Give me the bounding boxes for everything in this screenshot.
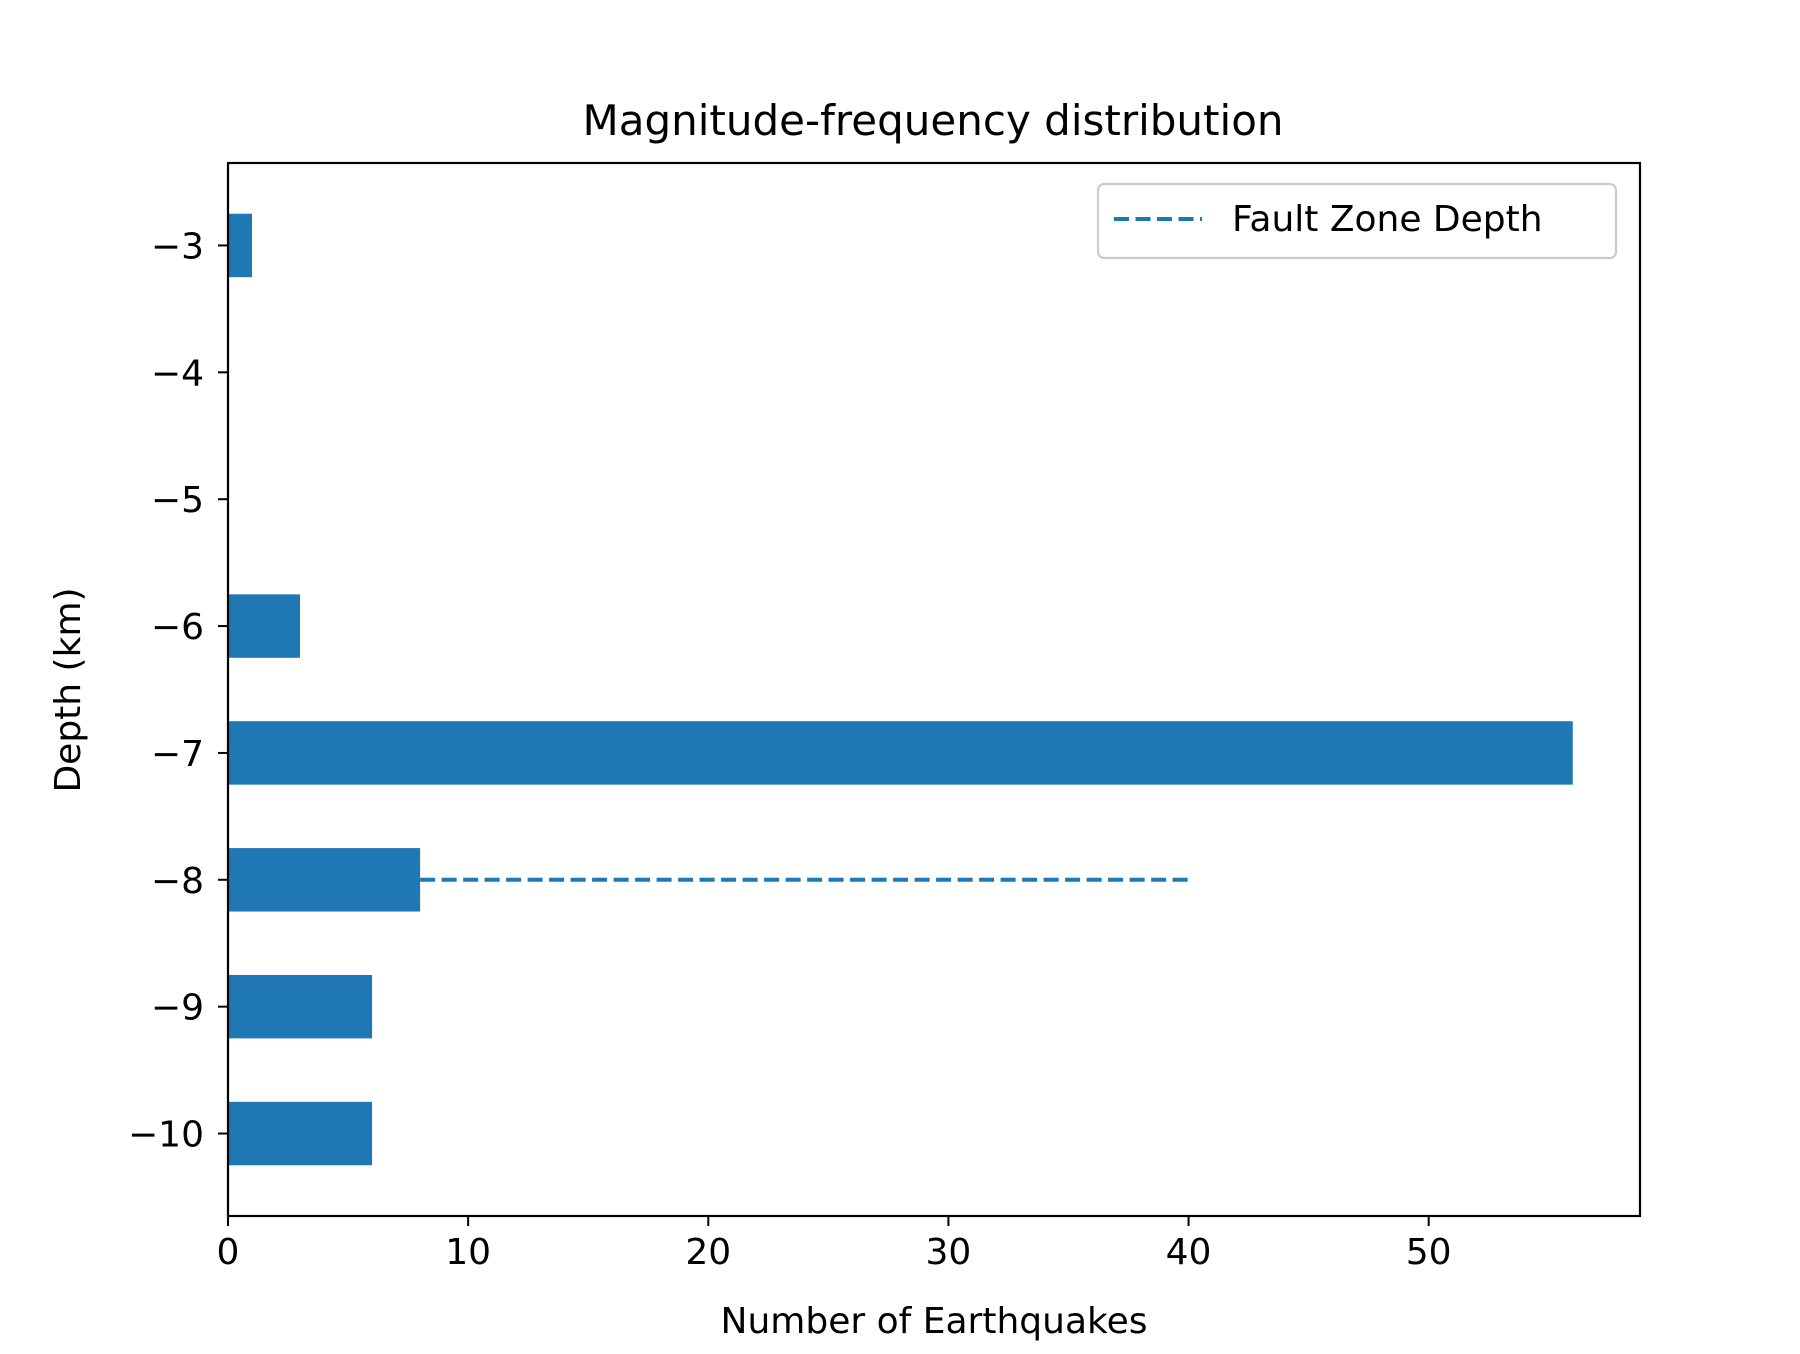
y-tick-label: −3 [151, 226, 204, 267]
x-tick-label: 20 [685, 1232, 731, 1273]
plot-area-frame [226, 161, 1642, 1218]
y-axis-ticks: −3 −4 −5 −6 −7 −8 −9 −10 [128, 226, 228, 1156]
y-tick-label: −8 [151, 861, 204, 902]
x-tick-label: 10 [445, 1232, 491, 1273]
bar [228, 1101, 373, 1166]
x-tick-label: 0 [217, 1232, 240, 1273]
y-tick-label: −4 [151, 353, 204, 394]
bar [228, 721, 1573, 785]
y-tick-label: −7 [151, 734, 204, 775]
bar [228, 594, 301, 658]
x-tick-label: 50 [1406, 1232, 1452, 1273]
chart-title: Magnitude-frequency distribution [582, 96, 1283, 145]
legend-box [1096, 182, 1618, 260]
y-tick-label: −10 [128, 1115, 204, 1156]
bar [228, 213, 253, 278]
x-tick-label: 30 [926, 1232, 972, 1273]
legend-entry-label: Fault Zone Depth [1232, 199, 1543, 240]
y-tick-label: −9 [151, 988, 204, 1029]
x-axis-label: Number of Earthquakes [721, 1301, 1148, 1342]
y-tick-label: −5 [151, 480, 204, 521]
bar [228, 848, 421, 912]
x-tick-label: 40 [1166, 1232, 1212, 1273]
bar [228, 974, 373, 1039]
bar-group [228, 213, 1573, 1166]
legend: Fault Zone Depth [1096, 182, 1618, 260]
x-axis-ticks: 0 10 20 30 40 50 [217, 1216, 1452, 1273]
y-axis-label: Depth (km) [48, 587, 89, 792]
y-tick-label: −6 [151, 607, 204, 648]
